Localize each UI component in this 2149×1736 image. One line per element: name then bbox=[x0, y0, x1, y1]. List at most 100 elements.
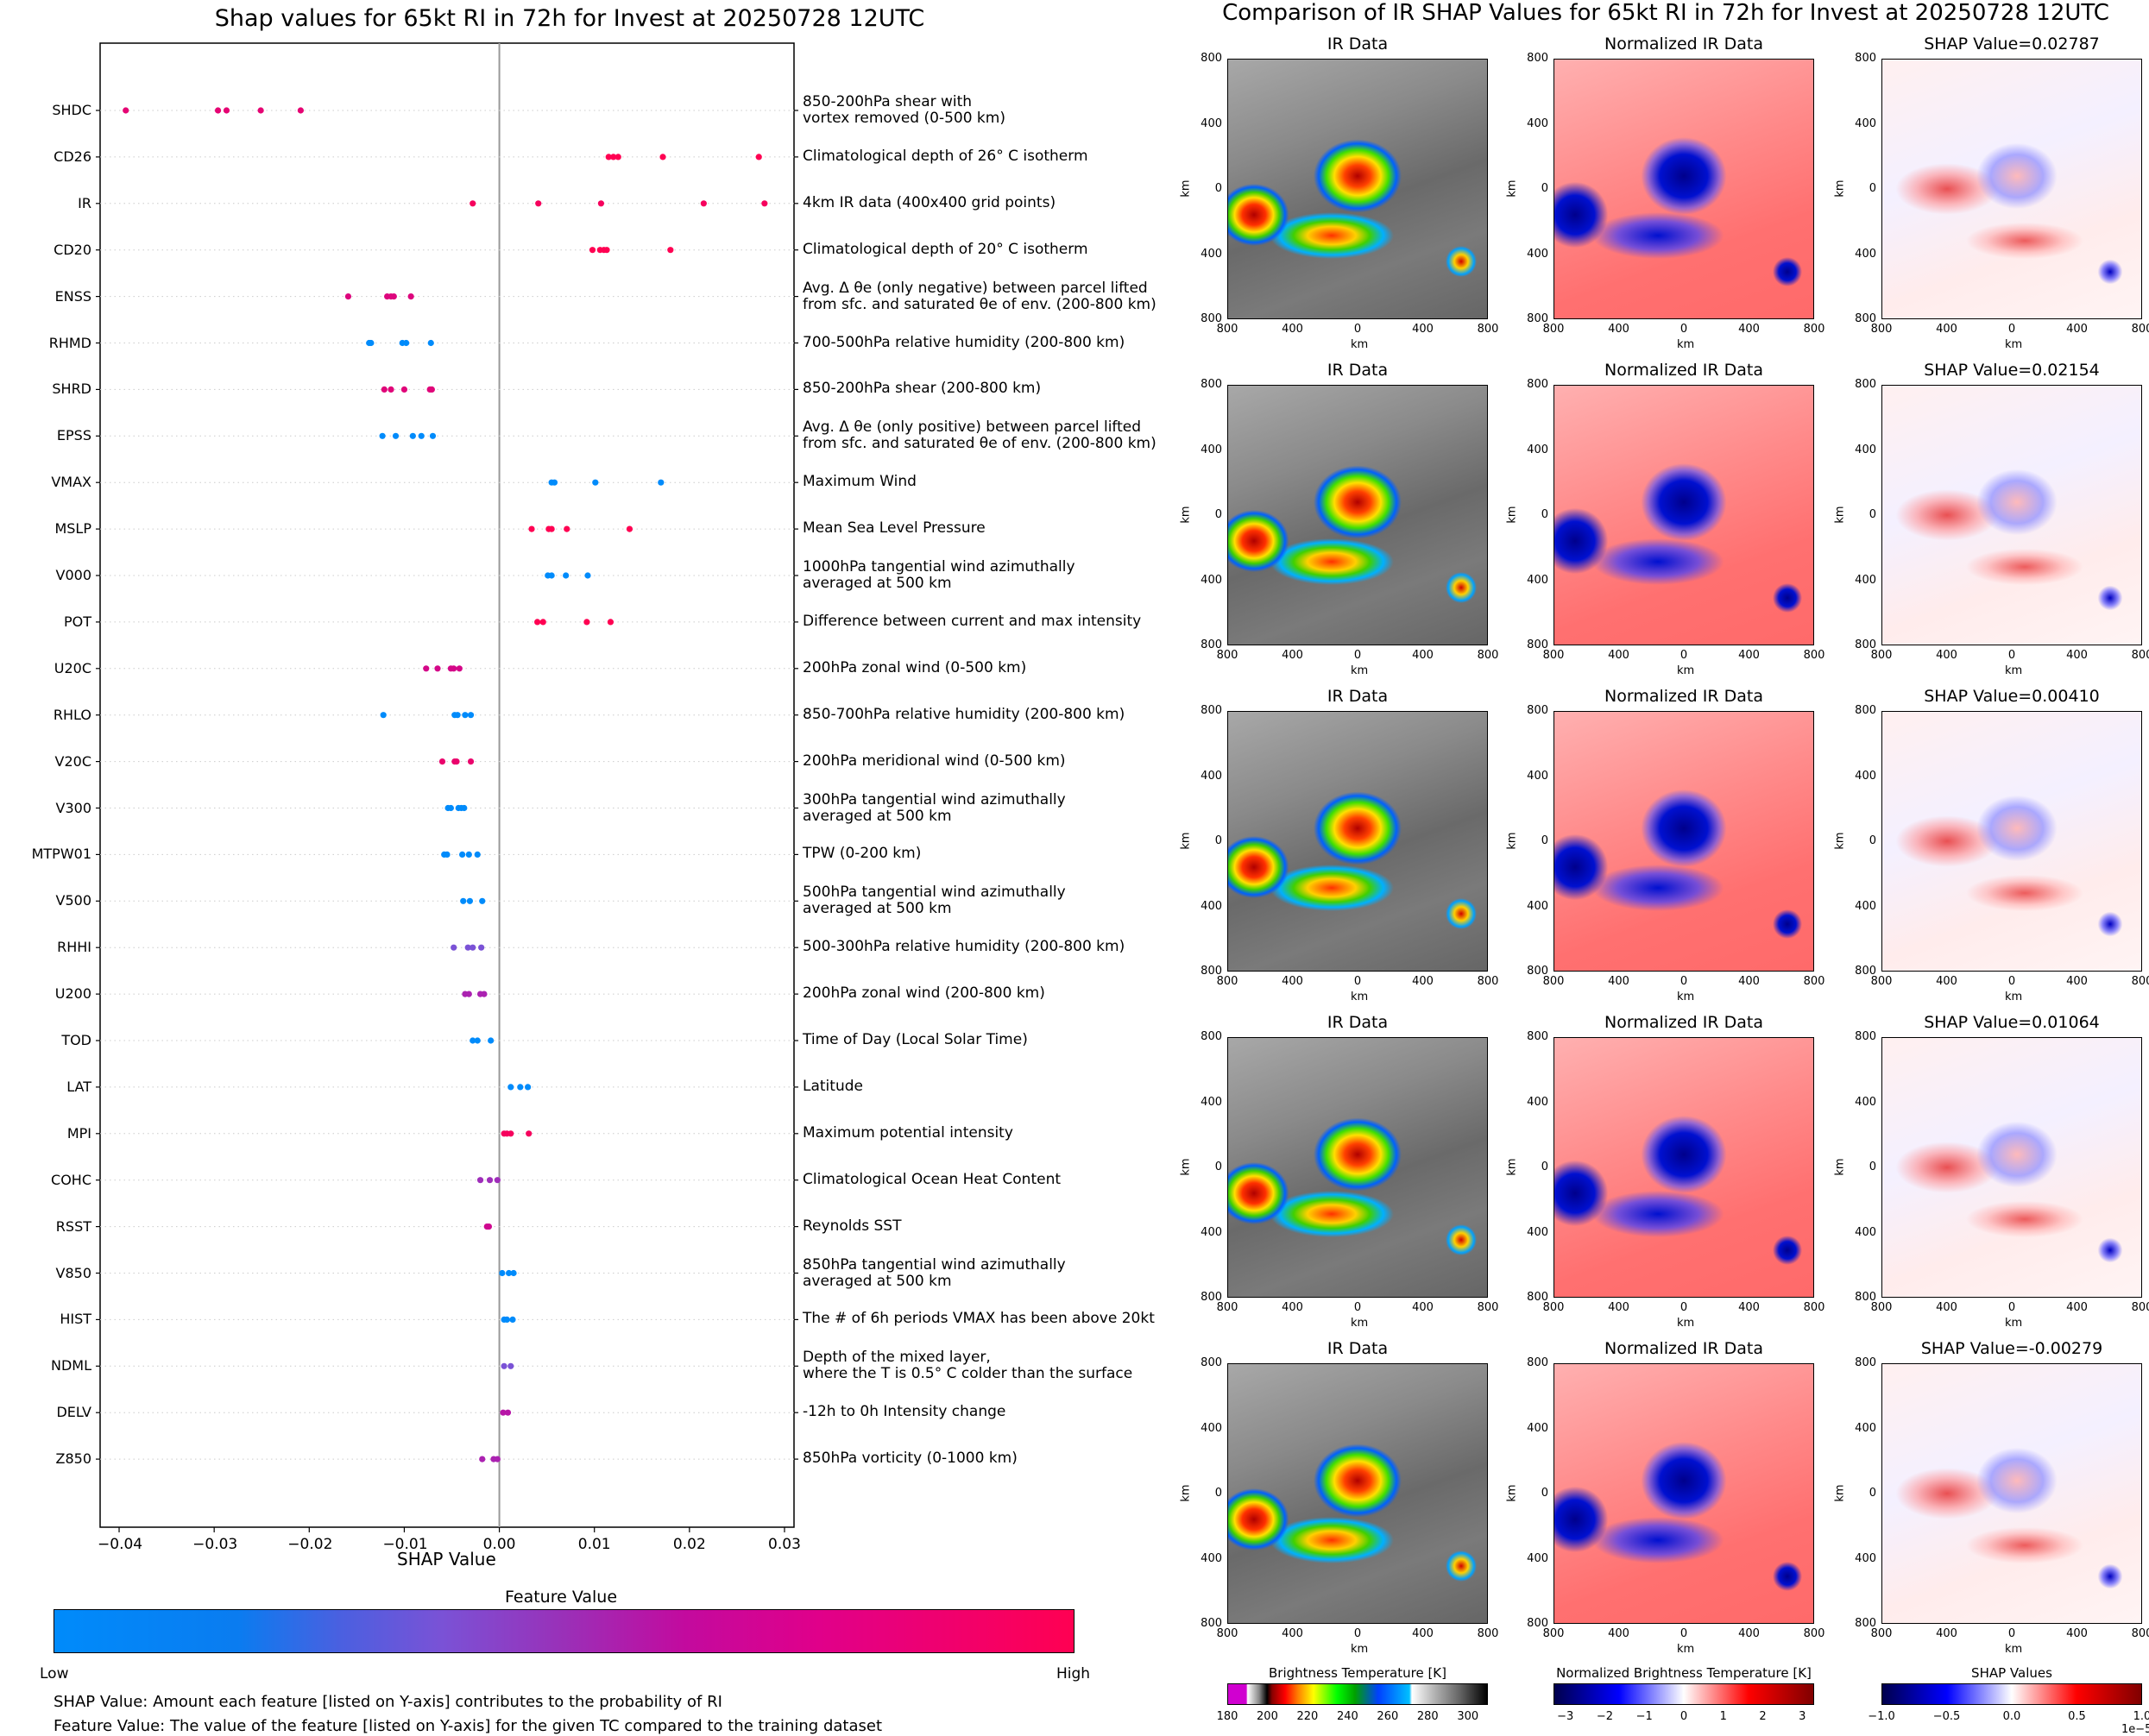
x-tick-label: 400 bbox=[1282, 649, 1303, 662]
shap-point-mtpw01 bbox=[459, 851, 466, 859]
y-tick-label: 800 bbox=[1527, 1617, 1548, 1630]
feature-desc-v500: 500hPa tangential wind azimuthally avera… bbox=[803, 884, 1066, 918]
feature-label-shdc: SHDC bbox=[52, 102, 91, 118]
x-tick-label: 0 bbox=[1679, 975, 1688, 988]
y-tick-label: 800 bbox=[1527, 965, 1548, 978]
shap-map-image bbox=[1881, 1363, 2142, 1624]
colorbar-tick-label: −1.0 bbox=[1868, 1710, 1895, 1723]
x-tick-label: 400 bbox=[2066, 649, 2088, 662]
colorbar-tick-label: 280 bbox=[1416, 1710, 1439, 1723]
colorbar-title: SHAP Values bbox=[1971, 1665, 2052, 1681]
shap-point-cd20 bbox=[667, 247, 674, 254]
x-tick-label: 800 bbox=[2131, 1301, 2149, 1314]
shap-point-v500 bbox=[466, 897, 474, 904]
colorbar-tick-label: 300 bbox=[1457, 1710, 1479, 1723]
y-tick-label: 800 bbox=[1527, 1356, 1548, 1369]
y-tick-label: 800 bbox=[1201, 378, 1222, 391]
feature-desc-shdc: 850-200hPa shear with vortex removed (0-… bbox=[803, 93, 1005, 127]
normalized-ir-image bbox=[1553, 59, 1814, 319]
feature-label-mslp: MSLP bbox=[54, 520, 91, 538]
shap-point-enss bbox=[344, 293, 352, 300]
shap-point-v000 bbox=[584, 572, 591, 579]
feature-label-pot: POT bbox=[63, 613, 91, 630]
x-tick-label: 400 bbox=[1412, 1627, 1434, 1640]
y-tick-label: 400 bbox=[1527, 899, 1548, 913]
x-tick-label: 400 bbox=[1738, 975, 1760, 988]
feature-label-v000: V000 bbox=[55, 567, 91, 583]
x-axis-label: km bbox=[1351, 338, 1369, 351]
normalized-ir-title: Normalized IR Data bbox=[1604, 35, 1763, 53]
y-axis-label: km bbox=[1179, 506, 1193, 524]
feature-label-enss: ENSS bbox=[54, 287, 91, 305]
y-axis-label: km bbox=[1505, 1484, 1519, 1502]
shap-point-rhmd bbox=[403, 339, 410, 347]
x-axis-label: km bbox=[2005, 664, 2023, 677]
x-tick-label: 0 bbox=[1353, 975, 1362, 988]
x-tick-label: 400 bbox=[2066, 1627, 2088, 1640]
y-axis-label: km bbox=[1833, 832, 1847, 850]
x-tick-label: 800 bbox=[1870, 1301, 1893, 1314]
y-axis-label: km bbox=[1179, 832, 1193, 850]
ir-data-title: IR Data bbox=[1327, 361, 1389, 380]
y-tick-label: 0 bbox=[1541, 182, 1548, 195]
y-tick-label: 400 bbox=[1201, 116, 1222, 130]
colorbar-tick-label: 240 bbox=[1336, 1710, 1358, 1723]
y-tick-label: 800 bbox=[1527, 1030, 1548, 1043]
colorbar-tick-label: 0.0 bbox=[2002, 1710, 2021, 1723]
shap-map-image bbox=[1881, 711, 2142, 972]
x-tick-label: 0.00 bbox=[482, 1536, 516, 1553]
y-tick-label: 400 bbox=[1527, 769, 1548, 783]
shap-point-shdc bbox=[223, 107, 230, 114]
feature-desc-rsst: Reynolds SST bbox=[803, 1217, 902, 1235]
colorbar-tick-label: 180 bbox=[1216, 1710, 1238, 1723]
x-tick-label: 400 bbox=[1282, 1301, 1303, 1314]
y-tick-label: 400 bbox=[1201, 1225, 1222, 1239]
x-axis-label: SHAP Value bbox=[397, 1549, 496, 1569]
feature-desc-cd20: Climatological depth of 20° C isotherm bbox=[803, 240, 1088, 258]
y-tick-label: 800 bbox=[1201, 1617, 1222, 1630]
x-axis-label: km bbox=[2005, 338, 2023, 351]
y-tick-label: 400 bbox=[1855, 769, 1876, 783]
shap-point-cohc bbox=[494, 1177, 501, 1184]
x-axis-label: km bbox=[1351, 1643, 1369, 1656]
feature-value-colorbar-title: Feature Value bbox=[505, 1588, 618, 1607]
y-tick-label: 0 bbox=[1214, 1160, 1222, 1173]
y-axis-label: km bbox=[1505, 179, 1519, 198]
shap-point-shdc bbox=[297, 107, 304, 114]
y-tick-label: 400 bbox=[1201, 1551, 1222, 1565]
y-tick-label: 400 bbox=[1855, 1551, 1876, 1565]
y-tick-label: 800 bbox=[1855, 1617, 1876, 1630]
x-tick-label: 0.02 bbox=[672, 1536, 706, 1553]
shap-point-ir bbox=[470, 200, 476, 207]
shap-point-u200 bbox=[481, 991, 488, 997]
y-tick-label: 800 bbox=[1201, 1030, 1222, 1043]
y-tick-label: 400 bbox=[1527, 1551, 1548, 1565]
shap-point-z850 bbox=[479, 1456, 486, 1462]
y-axis-label: km bbox=[1179, 179, 1193, 198]
shap-point-rhhi bbox=[464, 944, 471, 951]
colorbar-tick-label: −1 bbox=[1635, 1710, 1653, 1723]
shap-point-rhlo bbox=[462, 712, 469, 719]
feature-label-delv: DELV bbox=[56, 1404, 91, 1421]
y-axis-label: km bbox=[1833, 179, 1847, 198]
y-tick-label: 0 bbox=[1541, 508, 1548, 521]
shap-point-v20c bbox=[438, 758, 446, 765]
colorbar-tick-label: 0 bbox=[1679, 1710, 1688, 1723]
shap-point-shdc bbox=[123, 107, 129, 114]
feature-label-u200: U200 bbox=[54, 985, 91, 1003]
y-tick-label: 800 bbox=[1855, 378, 1876, 391]
shap-point-z850 bbox=[494, 1456, 501, 1462]
x-tick-label: 800 bbox=[1477, 1627, 1499, 1640]
shap-point-enss bbox=[407, 293, 414, 300]
y-tick-label: 400 bbox=[1527, 1421, 1548, 1435]
shap-point-u20c bbox=[423, 665, 430, 672]
feature-desc-cohc: Climatological Ocean Heat Content bbox=[803, 1170, 1062, 1188]
shap-point-ndml bbox=[501, 1362, 507, 1369]
shap-point-epss bbox=[379, 432, 386, 439]
y-tick-label: 0 bbox=[1869, 182, 1876, 195]
shap-point-mpi bbox=[507, 1130, 514, 1137]
x-tick-label: 400 bbox=[1608, 649, 1629, 662]
shap-point-ir bbox=[761, 200, 768, 207]
shap-value-title: SHAP Value=0.02787 bbox=[1924, 35, 2100, 53]
shap-point-lat bbox=[517, 1084, 524, 1091]
